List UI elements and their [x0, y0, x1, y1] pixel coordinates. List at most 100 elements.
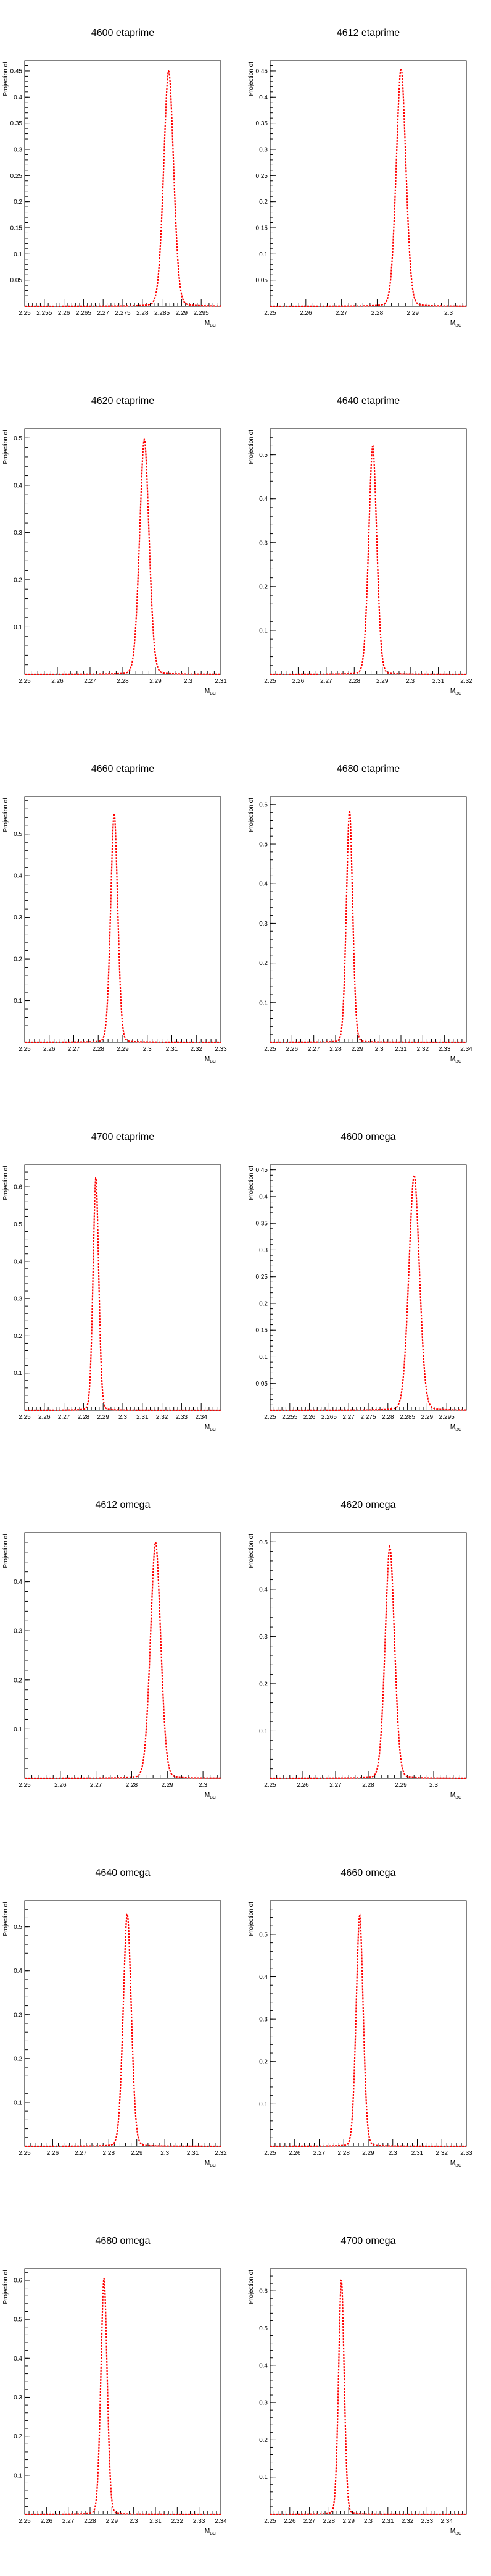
x-tick-label: 2.27 [84, 678, 96, 685]
y-axis-label: Projection of [248, 62, 255, 96]
plot-frame [24, 1164, 221, 1411]
chart-panel: 4660 omega 2.25 2.26 2.27 2.28 2.29 2.3 2.31 2.3… [246, 1840, 491, 2208]
y-tick-label: 0.5 [259, 1539, 268, 1546]
plot-frame [24, 1532, 221, 1779]
x-tick-label: 2.31 [187, 2150, 199, 2157]
y-tick-label: 0.6 [259, 801, 268, 808]
series-line [25, 1912, 221, 2147]
chart-title: 4640 omega [96, 1868, 151, 1878]
plot-frame [270, 1532, 467, 1779]
chart-panel: 4620 omega 2.25 2.26 2.27 2.28 2.29 2.3 0.1 0.2 0… [246, 1472, 491, 1840]
x-tick-label: 2.26 [286, 1046, 299, 1053]
series-line [270, 67, 467, 307]
chart-panel: 4680 omega 2.25 2.26 2.27 2.28 2.29 2.3 2.31 2.3… [0, 2208, 246, 2576]
x-tick-label: 2.28 [349, 678, 361, 685]
x-tick-label: 2.25 [19, 2150, 31, 2157]
x-tick-label: 2.27 [342, 1414, 355, 1421]
chart-svg: 4600 etaprime 2.25 2.255 2.26 2.265 2.27 2.275… [2, 28, 221, 328]
chart-title: 4600 omega [341, 1132, 396, 1142]
x-tick-label: 2.28 [136, 310, 149, 317]
y-tick-label: 0.1 [14, 2472, 22, 2479]
chart-panel: 4620 etaprime 2.25 2.26 2.27 2.28 2.29 2.3 2.31… [0, 368, 246, 736]
y-tick-label: 0.45 [10, 68, 23, 75]
x-tick-label: 2.28 [371, 310, 384, 317]
y-tick-label: 0.4 [259, 1586, 268, 1593]
x-tick-label: 2.31 [382, 2518, 394, 2525]
y-tick-label: 0.2 [14, 1333, 22, 1340]
plot-frame [270, 1900, 467, 2147]
y-tick-label: 0.15 [256, 1328, 268, 1334]
y-tick-label: 0.05 [10, 277, 23, 284]
y-tick-label: 0.4 [14, 482, 22, 489]
x-tick-label: 2.26 [47, 2150, 59, 2157]
y-tick-label: 0.3 [259, 146, 268, 153]
y-tick-label: 0.5 [14, 1924, 22, 1931]
x-axis-label: MBC [450, 1056, 461, 1064]
x-tick-label: 2.32 [171, 2518, 184, 2525]
y-tick-label: 0.5 [14, 435, 22, 442]
series-line [270, 2279, 466, 2515]
y-tick-label: 0.3 [14, 914, 22, 921]
x-tick-label: 2.29 [362, 2150, 374, 2157]
chart-svg: 4600 omega 2.25 2.255 2.26 2.265 2.27 2.275 2.2… [248, 1132, 467, 1432]
x-tick-label: 2.33 [439, 1046, 451, 1053]
x-tick-label: 2.33 [460, 2150, 472, 2157]
x-tick-label: 2.28 [93, 1046, 105, 1053]
x-tick-label: 2.28 [84, 2518, 96, 2525]
chart-title: 4612 etaprime [337, 28, 400, 38]
y-tick-label: 0.3 [14, 1628, 22, 1635]
x-tick-label: 2.3 [406, 678, 415, 685]
chart-panel: 4600 etaprime 2.25 2.255 2.26 2.265 2.27 2.275… [0, 0, 246, 368]
series-line [25, 69, 221, 307]
x-tick-label: 2.25 [264, 1414, 276, 1421]
chart-title: 4660 etaprime [91, 764, 154, 774]
x-tick-label: 2.3 [184, 678, 192, 685]
y-tick-label: 0.1 [259, 1000, 268, 1006]
x-tick-label: 2.26 [38, 1414, 51, 1421]
x-tick-label: 2.27 [329, 1782, 342, 1789]
y-tick-label: 0.2 [259, 2437, 268, 2444]
x-tick-label: 2.3 [364, 2518, 373, 2525]
y-tick-label: 0.5 [14, 2317, 22, 2323]
chart-title: 4640 etaprime [337, 396, 400, 406]
x-tick-label: 2.285 [154, 310, 170, 317]
y-tick-label: 0.2 [259, 199, 268, 206]
y-tick-label: 0.5 [259, 452, 268, 459]
x-tick-label: 2.29 [421, 1414, 434, 1421]
y-tick-label: 0.35 [256, 1221, 268, 1227]
x-tick-label: 2.26 [292, 678, 305, 685]
x-tick-label: 2.31 [411, 2150, 424, 2157]
x-tick-label: 2.26 [51, 678, 64, 685]
x-tick-label: 2.25 [264, 1782, 276, 1789]
chart-svg: 4680 omega 2.25 2.26 2.27 2.28 2.29 2.3 2.31 2.3… [2, 2236, 227, 2536]
x-tick-label: 2.295 [439, 1414, 455, 1421]
x-tick-label: 2.27 [62, 2518, 75, 2525]
x-tick-label: 2.26 [284, 2518, 296, 2525]
y-tick-label: 0.1 [259, 251, 268, 258]
x-tick-label: 2.3 [375, 1046, 384, 1053]
plot-frame [24, 796, 221, 1043]
y-tick-label: 0.1 [259, 1354, 268, 1361]
x-tick-label: 2.29 [352, 1046, 364, 1053]
series-line [270, 1913, 466, 2147]
x-tick-label: 2.31 [136, 1414, 149, 1421]
y-tick-label: 0.2 [259, 1300, 268, 1307]
x-tick-label: 2.29 [407, 310, 419, 317]
y-tick-label: 0.4 [259, 1194, 268, 1200]
y-tick-label: 0.4 [14, 94, 22, 101]
x-tick-label: 2.32 [402, 2518, 414, 2525]
series-line [270, 445, 466, 675]
x-axis-label: MBC [205, 2528, 216, 2536]
y-tick-label: 0.5 [259, 2325, 268, 2332]
y-tick-label: 0.4 [14, 1579, 22, 1586]
y-tick-label: 0.25 [256, 1274, 268, 1281]
y-tick-label: 0.6 [259, 2288, 268, 2295]
x-tick-label: 2.26 [41, 2518, 53, 2525]
series-line [270, 1174, 467, 1411]
x-tick-label: 2.27 [303, 2518, 316, 2525]
y-tick-label: 0.4 [259, 2362, 268, 2369]
chart-panel: 4660 etaprime 2.25 2.26 2.27 2.28 2.29 2.3 2.31… [0, 736, 246, 1104]
x-tick-label: 2.33 [193, 2518, 205, 2525]
x-tick-label: 2.27 [308, 1046, 320, 1053]
y-tick-label: 0.6 [14, 2277, 22, 2284]
